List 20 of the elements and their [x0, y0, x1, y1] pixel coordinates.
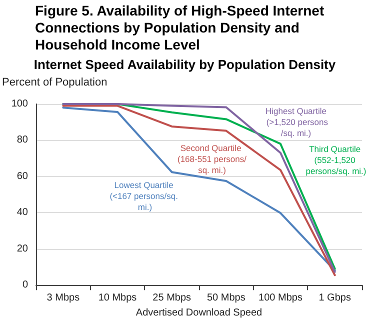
- series-label: Highest Quartile (>1,520 persons/sq. mi.): [264, 106, 328, 138]
- x-tick-label: 10 Mbps: [98, 292, 137, 304]
- chart-title: Figure 5. Availability of High-Speed Internet Connections by Population Density and Household Income Level: [35, 2, 328, 52]
- x-axis-title: Advertised Download Speed: [136, 308, 262, 318]
- y-tick-label: 60: [16, 170, 28, 182]
- x-tick-label: 25 Mbps: [152, 292, 192, 304]
- series-label: Second Quartile (168-551 persons/sq. mi.): [178, 143, 248, 175]
- y-tick-label: 40: [16, 207, 28, 218]
- chart-subtitle: Internet Speed Availability by Population Density: [34, 57, 336, 72]
- series-label: Lowest Quartile (<167 persons/sq. mi.): [110, 180, 180, 212]
- y-tick-label: 0: [22, 280, 28, 291]
- series-label: Third Quartile (552-1,520 persons/sq. mi.): [306, 144, 366, 176]
- x-tick-label: 50 Mbps: [206, 292, 246, 304]
- y-axis-title: Percent of Population: [2, 76, 108, 88]
- y-tick-label: 100: [11, 98, 28, 110]
- y-tick-label: 80: [16, 134, 28, 146]
- x-tick-label: 1 Gbps: [318, 292, 351, 304]
- y-tick-label: 20: [16, 243, 28, 254]
- x-tick-label: 3 Mbps: [46, 292, 80, 304]
- x-tick-label: 100 Mbps: [258, 292, 302, 304]
